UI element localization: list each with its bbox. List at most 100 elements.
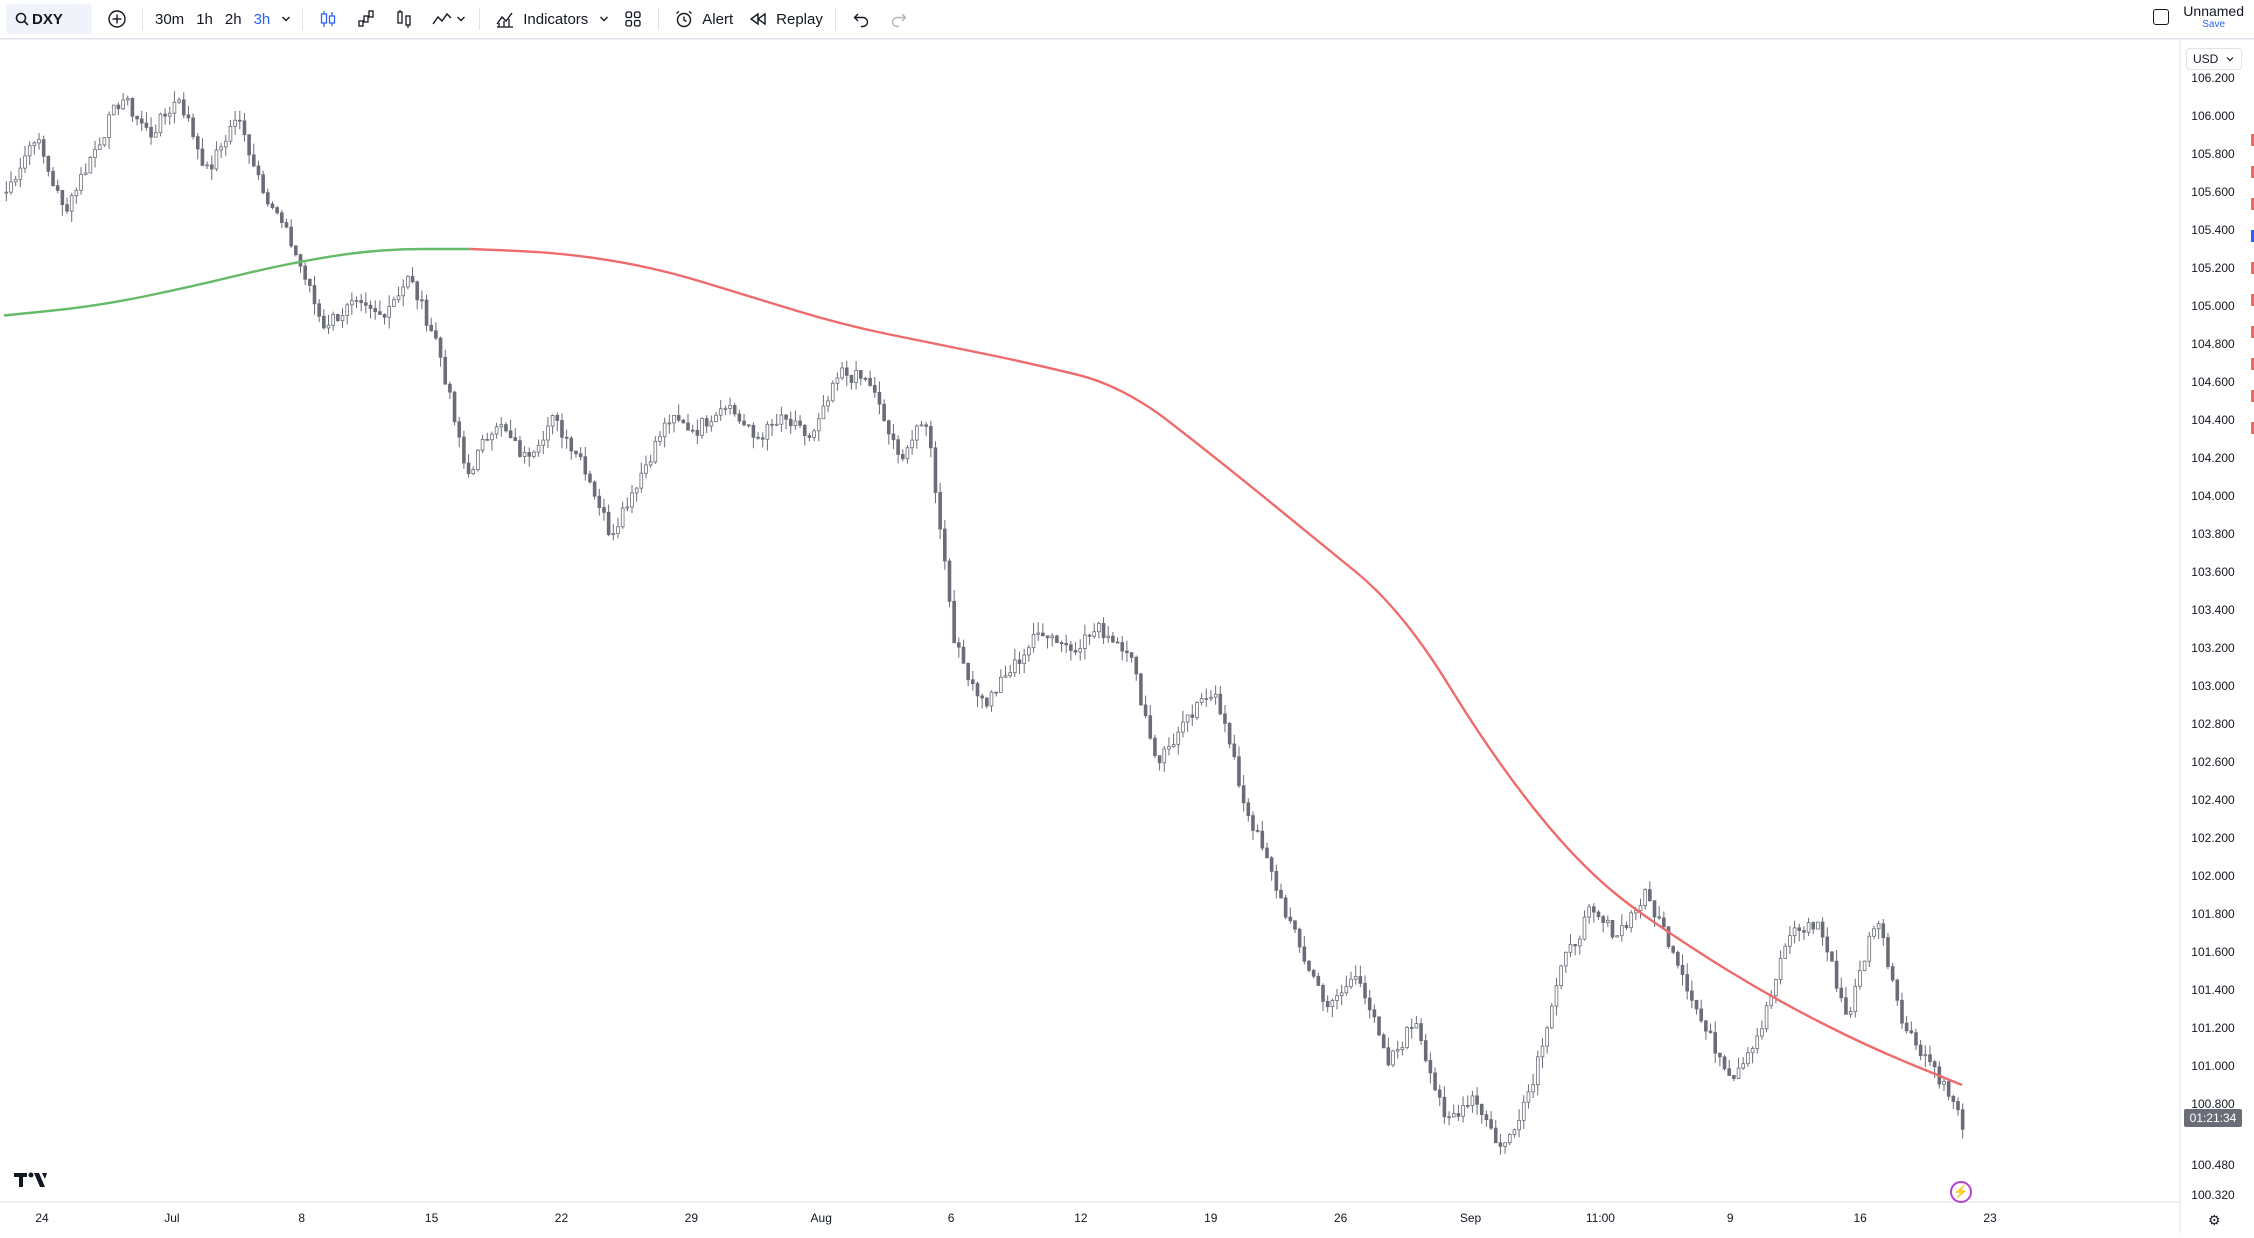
candle xyxy=(1620,914,1624,942)
candle xyxy=(1344,975,1349,996)
candle xyxy=(686,413,690,431)
candle xyxy=(1554,977,1559,1016)
currency-selector[interactable]: USD xyxy=(2186,48,2242,70)
candle xyxy=(611,523,616,541)
candles-type-button[interactable] xyxy=(309,0,347,38)
price-label: 101.600 xyxy=(2191,945,2235,959)
candle xyxy=(602,498,606,521)
candle xyxy=(135,115,139,126)
candle xyxy=(630,484,634,514)
candle xyxy=(1853,978,1858,1018)
candle xyxy=(130,97,135,122)
countdown-text: 01:21:34 xyxy=(2190,1111,2237,1125)
layout-save-area[interactable]: Unnamed Save xyxy=(2153,4,2244,30)
candle xyxy=(658,431,662,446)
candle xyxy=(466,454,471,478)
candle xyxy=(1087,633,1092,645)
toolbar-divider xyxy=(658,8,660,30)
indicators-button[interactable]: Indicators xyxy=(486,0,594,38)
candle xyxy=(1778,950,1783,985)
candle xyxy=(289,219,293,248)
candle xyxy=(933,441,938,504)
candle xyxy=(1657,905,1661,920)
candle xyxy=(1788,926,1792,955)
candle xyxy=(1601,914,1605,933)
tradingview-logo[interactable] xyxy=(14,1170,48,1196)
candle xyxy=(1704,1019,1708,1040)
candle xyxy=(1470,1090,1475,1113)
candle xyxy=(751,422,756,449)
candle xyxy=(1190,704,1195,726)
line-break-type-button[interactable] xyxy=(347,0,385,38)
time-label: 6 xyxy=(948,1211,955,1225)
candle xyxy=(1610,919,1615,940)
candle xyxy=(186,105,191,122)
gear-icon[interactable]: ⚙ xyxy=(2208,1212,2221,1228)
chevron-down-icon xyxy=(2225,54,2235,64)
candle xyxy=(1367,990,1372,1019)
candle xyxy=(1545,1025,1549,1054)
replay-button[interactable]: Replay xyxy=(739,0,829,38)
candle xyxy=(214,141,219,172)
candle xyxy=(1811,921,1816,935)
chart-area[interactable]: 106.200 106.000 105.800 105.600 105.400 105.2… xyxy=(0,38,2254,1233)
redo-button[interactable] xyxy=(880,0,918,38)
candle xyxy=(490,431,494,451)
grid-icon xyxy=(620,6,646,32)
candle xyxy=(237,110,242,130)
candle xyxy=(896,435,900,464)
candle xyxy=(1395,1040,1400,1059)
candle xyxy=(1139,672,1143,706)
candle xyxy=(760,432,765,448)
candle xyxy=(18,157,23,188)
save-layout-button[interactable]: Unnamed Save xyxy=(2183,4,2244,30)
price-label: 104.800 xyxy=(2191,337,2235,351)
candle xyxy=(1559,964,1563,990)
candle xyxy=(662,417,667,448)
timeframe-dropdown[interactable] xyxy=(276,0,296,38)
compare-button[interactable] xyxy=(98,0,136,38)
alert-button[interactable]: Alert xyxy=(665,0,739,38)
candle xyxy=(1797,923,1802,942)
templates-button[interactable] xyxy=(614,0,652,38)
line-type-button[interactable] xyxy=(423,0,473,38)
candle xyxy=(1008,665,1012,679)
lightning-icon[interactable]: ⚡ xyxy=(1950,1181,1972,1203)
candle xyxy=(1241,775,1246,812)
candle xyxy=(849,374,854,390)
candle xyxy=(336,313,340,323)
price-label: 105.200 xyxy=(2191,261,2235,275)
candle xyxy=(1027,644,1031,662)
timeframe-2h[interactable]: 2h xyxy=(224,10,242,28)
candle xyxy=(858,370,863,386)
candle xyxy=(364,292,368,314)
candle xyxy=(9,171,13,195)
candle xyxy=(1802,926,1806,941)
candle xyxy=(1129,651,1134,663)
price-label: 103.200 xyxy=(2191,641,2235,655)
price-chart[interactable]: 106.200 106.000 105.800 105.600 105.400 105.2… xyxy=(0,38,2254,1233)
layout-checkbox-icon[interactable] xyxy=(2153,9,2170,25)
candle xyxy=(354,296,359,309)
bars-type-button[interactable] xyxy=(385,0,423,38)
timeframe-3h[interactable]: 3h xyxy=(253,10,271,28)
candle xyxy=(1914,1028,1918,1051)
indicators-dropdown[interactable] xyxy=(594,0,614,38)
candle xyxy=(1069,640,1073,661)
timeframe-1h[interactable]: 1h xyxy=(196,10,213,28)
candle xyxy=(378,300,382,315)
candle xyxy=(79,167,83,195)
candle xyxy=(1321,983,1325,1012)
time-axis-labels: 24 Jul 8 15 22 29 Aug 6 12 19 26 Sep 11:00 9 16 23 xyxy=(35,1211,1997,1225)
candle xyxy=(1629,910,1633,933)
candle xyxy=(980,693,984,709)
candle xyxy=(1255,824,1260,833)
symbol-label: DXY xyxy=(32,10,63,28)
symbol-search[interactable]: DXY xyxy=(6,4,92,34)
timeframe-30m[interactable]: 30m xyxy=(155,10,185,28)
price-label: 105.600 xyxy=(2191,185,2235,199)
candle xyxy=(714,412,718,423)
undo-button[interactable] xyxy=(842,0,880,38)
axis-marker xyxy=(2251,134,2254,146)
candle xyxy=(420,290,424,310)
